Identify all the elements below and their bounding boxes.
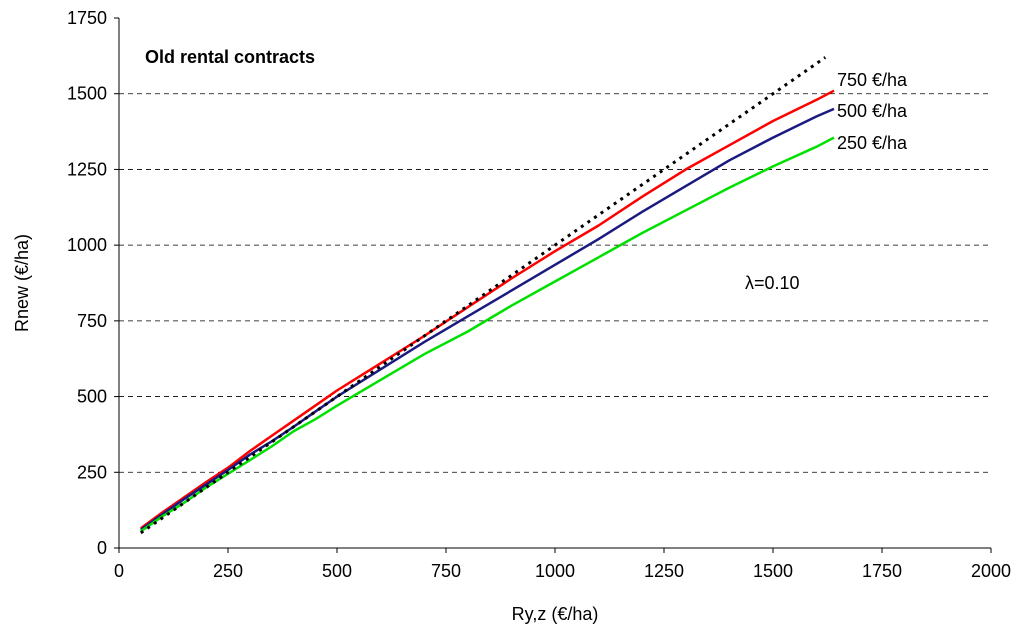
series-lines bbox=[139, 56, 835, 535]
x-tick-label: 1750 bbox=[862, 561, 902, 581]
x-tick-label: 2000 bbox=[971, 561, 1011, 581]
x-tick-label: 750 bbox=[431, 561, 461, 581]
x-tick-label: 1000 bbox=[535, 561, 575, 581]
x-tick-label: 250 bbox=[213, 561, 243, 581]
series-label-750: 750 €/ha bbox=[837, 70, 908, 90]
series-label-250: 250 €/ha bbox=[837, 133, 908, 153]
reference-line-dotted bbox=[139, 56, 827, 535]
y-tick-label: 0 bbox=[97, 538, 107, 558]
x-tick-label: 500 bbox=[322, 561, 352, 581]
tick-labels: 0 250 500 750 1000 1250 1500 1750 0 250 500 750 1000… bbox=[67, 8, 1011, 581]
chart-title: Old rental contracts bbox=[145, 47, 315, 67]
y-tick-label: 1500 bbox=[67, 84, 107, 104]
y-tick-label: 250 bbox=[77, 462, 107, 482]
y-tick-label: 1250 bbox=[67, 159, 107, 179]
series-line-2 bbox=[140, 107, 835, 531]
series-label-500: 500 €/ha bbox=[837, 101, 908, 121]
y-tick-label: 1750 bbox=[67, 8, 107, 28]
y-axis-title: Rnew (€/ha) bbox=[12, 234, 32, 332]
x-tick-label: 1250 bbox=[644, 561, 684, 581]
x-tick-label: 1500 bbox=[753, 561, 793, 581]
series-line-3 bbox=[140, 136, 835, 533]
y-tick-label: 500 bbox=[77, 387, 107, 407]
axes bbox=[114, 17, 992, 553]
y-tick-label: 1000 bbox=[67, 235, 107, 255]
y-tick-label: 750 bbox=[77, 311, 107, 331]
series-line-1 bbox=[140, 89, 835, 530]
x-axis-title: Ry,z (€/ha) bbox=[512, 604, 599, 624]
x-tick-label: 0 bbox=[114, 561, 124, 581]
lambda-annotation: λ=0.10 bbox=[745, 273, 800, 293]
